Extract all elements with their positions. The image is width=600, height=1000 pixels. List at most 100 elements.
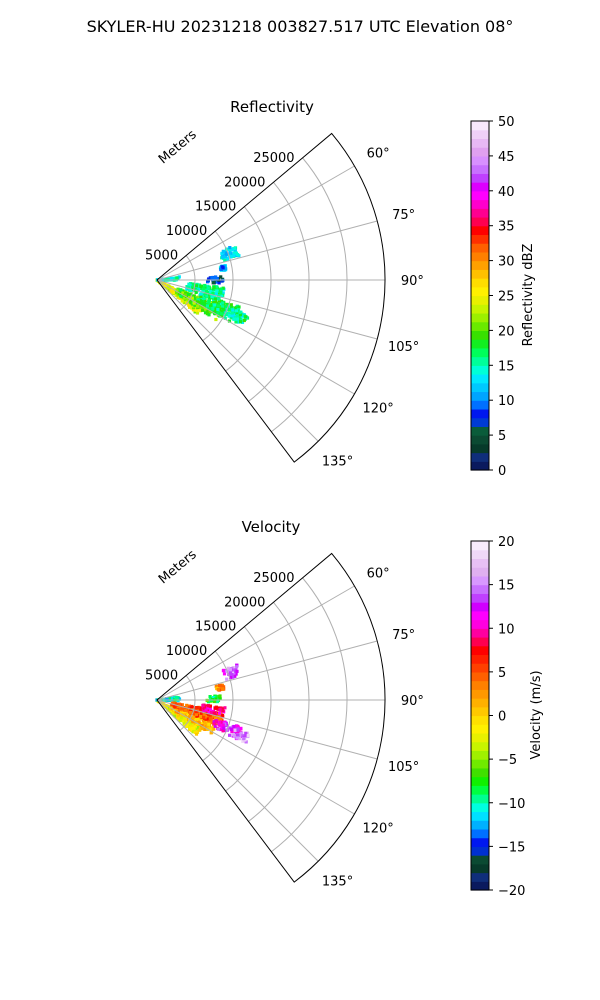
- echo-gate: [221, 304, 225, 308]
- echo-gate: [194, 713, 198, 717]
- echo-gate: [184, 708, 188, 713]
- echo-gate: [176, 714, 180, 718]
- echo-gate: [190, 306, 194, 310]
- colorbar-tick-label: 45: [498, 150, 515, 165]
- echo-gate: [165, 705, 169, 709]
- echo-gate: [208, 714, 212, 719]
- echo-gate: [208, 289, 213, 293]
- echo-gate: [219, 290, 223, 294]
- echo-gate: [215, 277, 219, 281]
- colorbar-swatch: [471, 663, 489, 673]
- echo-gate: [191, 715, 195, 719]
- echo-gate: [230, 311, 234, 315]
- echo-gate: [225, 252, 229, 256]
- colorbar-swatch: [471, 602, 489, 612]
- echo-gate: [181, 707, 185, 711]
- echo-gate: [193, 724, 197, 728]
- colorbar-tick-label: 20: [498, 535, 515, 550]
- echo-gate: [220, 251, 224, 255]
- echo-gate: [205, 304, 209, 308]
- echo-gate: [224, 267, 228, 271]
- colorbar-swatch: [471, 610, 489, 621]
- echo-gate: [184, 299, 188, 303]
- echo-gate: [205, 294, 209, 298]
- range-ring: [225, 206, 272, 372]
- echo-gate: [240, 731, 244, 735]
- velocity-title: Velocity: [242, 518, 301, 536]
- r-tick-label: 15000: [195, 620, 236, 635]
- echo-gate: [207, 710, 211, 714]
- colorbar-swatch: [471, 426, 489, 436]
- colorbar-swatch: [471, 365, 489, 375]
- echo-gate: [207, 713, 211, 717]
- echo-gate: [170, 703, 174, 707]
- echo-gate: [216, 688, 220, 692]
- echo-gate: [188, 295, 192, 299]
- colorbar-swatch: [471, 541, 489, 551]
- colorbar-swatch: [471, 741, 489, 751]
- theta-tick-label: 120°: [362, 402, 393, 417]
- echo-gate: [212, 696, 216, 700]
- colorbar-swatch: [471, 881, 489, 891]
- echo-gate: [233, 728, 237, 732]
- colorbar-swatch: [471, 645, 489, 656]
- echo-gate: [190, 706, 194, 710]
- colorbar-tick-label: 20: [498, 324, 515, 339]
- echo-gate: [208, 704, 212, 708]
- echo-gate: [218, 727, 223, 732]
- echo-gate: [211, 727, 215, 731]
- azimuth-gridline: [156, 279, 319, 442]
- echo-gate: [239, 318, 243, 322]
- echo-gate: [179, 716, 183, 720]
- echo-gate: [199, 292, 203, 296]
- echo-gate: [174, 291, 179, 295]
- echo-gate: [167, 697, 171, 701]
- range-ring: [202, 650, 234, 762]
- echo-gate: [244, 732, 248, 736]
- echo-gate: [220, 721, 224, 725]
- echo-gate: [240, 320, 244, 324]
- echo-gate: [212, 281, 216, 285]
- echo-gate: [221, 291, 225, 295]
- echo-gate: [232, 251, 236, 255]
- echo-gate: [222, 308, 226, 312]
- echo-gate: [207, 722, 211, 726]
- colorbar-swatch: [471, 121, 489, 131]
- echo-gate: [200, 707, 204, 711]
- echo-gate: [231, 728, 235, 732]
- echo-gate: [184, 713, 188, 717]
- echo-gate: [223, 258, 227, 262]
- colorbar-tick-label: 40: [498, 185, 515, 200]
- echo-gate: [228, 250, 232, 255]
- echo-gate: [218, 711, 222, 715]
- colorbar-swatch: [471, 558, 489, 568]
- echo-region: [205, 694, 222, 704]
- colorbar-swatch: [471, 234, 489, 244]
- echo-gate: [239, 726, 243, 730]
- colorbar-tick-label: 30: [498, 255, 515, 270]
- echo-gate: [206, 706, 210, 710]
- echo-gate: [208, 707, 212, 711]
- colorbar-swatch: [471, 567, 489, 577]
- echo-gate: [212, 711, 216, 715]
- echo-gate: [194, 732, 199, 736]
- theta-tick-label: 75°: [392, 208, 415, 223]
- echo-gate: [217, 294, 221, 298]
- echo-gate: [213, 303, 217, 307]
- echo-gate: [195, 730, 200, 734]
- colorbar-swatch: [471, 182, 489, 192]
- echo-gate: [216, 311, 220, 316]
- echo-gate: [219, 312, 223, 316]
- echo-gate: [204, 717, 208, 721]
- echo-gate: [206, 704, 210, 708]
- echo-gate: [200, 726, 204, 730]
- echo-gate: [179, 288, 183, 292]
- echo-gate: [186, 298, 190, 302]
- echo-gate: [217, 310, 221, 314]
- echo-gate: [213, 699, 217, 703]
- echo-gate: [195, 722, 199, 726]
- echo-gate: [232, 672, 236, 676]
- echo-gate: [200, 712, 204, 716]
- echo-gate: [201, 703, 205, 707]
- echo-gate: [235, 253, 240, 257]
